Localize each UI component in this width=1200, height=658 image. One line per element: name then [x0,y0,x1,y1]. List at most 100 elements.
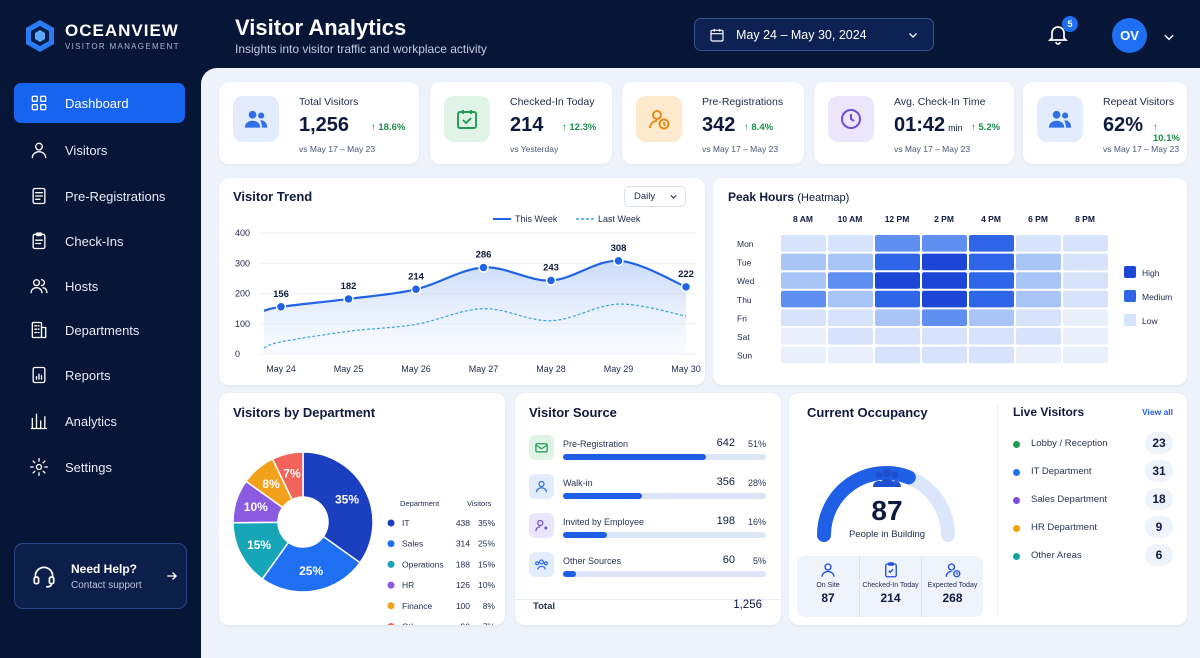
user-icon [29,140,49,160]
kpi-label: Total Visitors [299,96,359,108]
sidebar-item-visitors[interactable]: Visitors [14,130,185,170]
live-visitor-row[interactable]: Other Areas 6 [1009,544,1177,568]
sidebar-item-label: Check-Ins [65,233,124,249]
heatmap-cell[interactable] [875,290,920,308]
sidebar-item-reports[interactable]: Reports [14,355,185,395]
heatmap-hour-label: 10 AM [838,214,863,224]
sidebar-item-pre-registrations[interactable]: Pre-Registrations [14,176,185,216]
heatmap-cell[interactable] [922,346,967,364]
heatmap-cell[interactable] [969,272,1014,289]
heatmap-cell[interactable] [875,235,920,252]
kpi-change: ↑ 8.4% [744,122,774,133]
heatmap-cell[interactable] [1016,328,1061,345]
live-visitor-row[interactable]: IT Department 31 [1009,460,1177,484]
sidebar-item-hosts[interactable]: Hosts [14,266,185,306]
heatmap-cell[interactable] [875,253,920,271]
occupancy-stat: On Site 87 [797,556,859,617]
heatmap-cell[interactable] [828,272,873,289]
department-title: Visitors by Department [233,405,376,420]
pie-slice-it[interactable] [302,451,374,564]
brand-name: OCEANVIEW [65,21,179,40]
avatar[interactable]: OV [1112,18,1147,53]
source-row[interactable]: Walk-in 356 28% [515,472,781,508]
people-group-icon [873,468,901,487]
heatmap-cell[interactable] [1016,290,1061,308]
view-all-link[interactable]: View all [1142,407,1174,417]
heatmap-cell[interactable] [875,272,920,289]
notifications-button[interactable]: 5 [1046,16,1078,46]
heatmap-cell[interactable] [1063,346,1108,364]
heatmap-cell[interactable] [922,290,967,308]
sidebar-item-departments[interactable]: Departments [14,310,185,350]
heatmap-cell[interactable] [922,253,967,271]
live-visitor-row[interactable]: HR Department 9 [1009,516,1177,540]
heatmap-cell[interactable] [781,309,826,326]
source-row[interactable]: Pre-Registration 642 51% [515,433,781,469]
pie-slice-sales[interactable] [261,535,362,593]
heatmap-cell[interactable] [875,309,920,326]
heatmap-cell[interactable] [1016,253,1061,271]
live-visitor-row[interactable]: Sales Department 18 [1009,488,1177,512]
heatmap-cell[interactable] [828,346,873,364]
status-dot [1013,441,1020,448]
heatmap-cell[interactable] [969,328,1014,345]
data-point[interactable] [680,281,692,293]
heatmap-cell[interactable] [1016,235,1061,252]
brand-logo[interactable]: OCEANVIEW VISITOR MANAGEMENT [24,19,180,53]
heatmap-cell[interactable] [781,290,826,308]
heatmap-cell[interactable] [875,346,920,364]
heatmap-cell[interactable] [922,272,967,289]
data-point[interactable] [275,301,287,313]
data-point[interactable] [545,275,557,286]
heatmap-cell[interactable] [781,346,826,364]
sidebar-item-check-ins[interactable]: Check-Ins [14,221,185,261]
heatmap-cell[interactable] [969,253,1014,271]
heatmap-cell[interactable] [828,235,873,252]
help-card[interactable]: Need Help? Contact support [14,543,187,609]
data-point[interactable] [478,262,489,273]
sidebar-item-analytics[interactable]: Analytics [14,401,185,441]
heatmap-cell[interactable] [828,290,873,308]
data-point[interactable] [343,293,354,305]
sidebar-item-dashboard[interactable]: Dashboard [14,83,185,123]
date-range-picker[interactable]: May 24 – May 30, 2024 [694,18,934,51]
kpi-card-2: Pre-Registrations 342 ↑ 8.4% vs May 17 –… [622,82,804,164]
heatmap-cell[interactable] [1063,272,1108,289]
source-row[interactable]: Other Sources 60 5% [515,550,781,586]
heatmap-cell[interactable] [1063,235,1108,252]
heatmap-cell[interactable] [1063,253,1108,271]
heatmap-cell[interactable] [781,235,826,252]
source-row[interactable]: Invited by Employee 198 16% [515,511,781,547]
heatmap-cell[interactable] [781,328,826,345]
heatmap-cell[interactable] [969,235,1014,252]
department-visitors: 188 [456,559,470,569]
heatmap-cell[interactable] [1063,290,1108,308]
heatmap-cell[interactable] [922,328,967,345]
heatmap-cell[interactable] [781,253,826,271]
x-tick-label: May 28 [536,364,566,374]
data-point[interactable] [410,284,422,295]
heatmap-cell[interactable] [781,272,826,289]
heatmap-cell[interactable] [922,235,967,252]
data-point[interactable] [613,255,624,267]
heatmap-cell[interactable] [1016,309,1061,326]
heatmap-cell[interactable] [1063,328,1108,345]
heatmap-cell[interactable] [969,346,1014,364]
profile-chevron-down-icon[interactable] [1162,30,1176,44]
sidebar-item-settings[interactable]: Settings [14,447,185,487]
pie-slice-other[interactable] [271,451,304,501]
heatmap-cell[interactable] [1016,346,1061,364]
heatmap-cell[interactable] [969,309,1014,326]
heatmap-cell[interactable] [922,309,967,326]
live-visitor-row[interactable]: Lobby / Reception 23 [1009,432,1177,456]
registration-icon [529,435,554,460]
heatmap-cell[interactable] [828,309,873,326]
heatmap-cell[interactable] [969,290,1014,308]
heatmap-cell[interactable] [828,253,873,271]
heatmap-cell[interactable] [1016,272,1061,289]
heatmap-cell[interactable] [828,328,873,345]
heatmap-cell[interactable] [1063,309,1108,326]
heatmap-cell[interactable] [875,328,920,345]
period-select[interactable]: Daily [624,186,686,207]
